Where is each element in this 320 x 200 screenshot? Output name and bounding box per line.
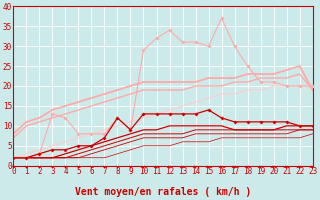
X-axis label: Vent moyen/en rafales ( km/h ): Vent moyen/en rafales ( km/h ): [75, 187, 251, 197]
